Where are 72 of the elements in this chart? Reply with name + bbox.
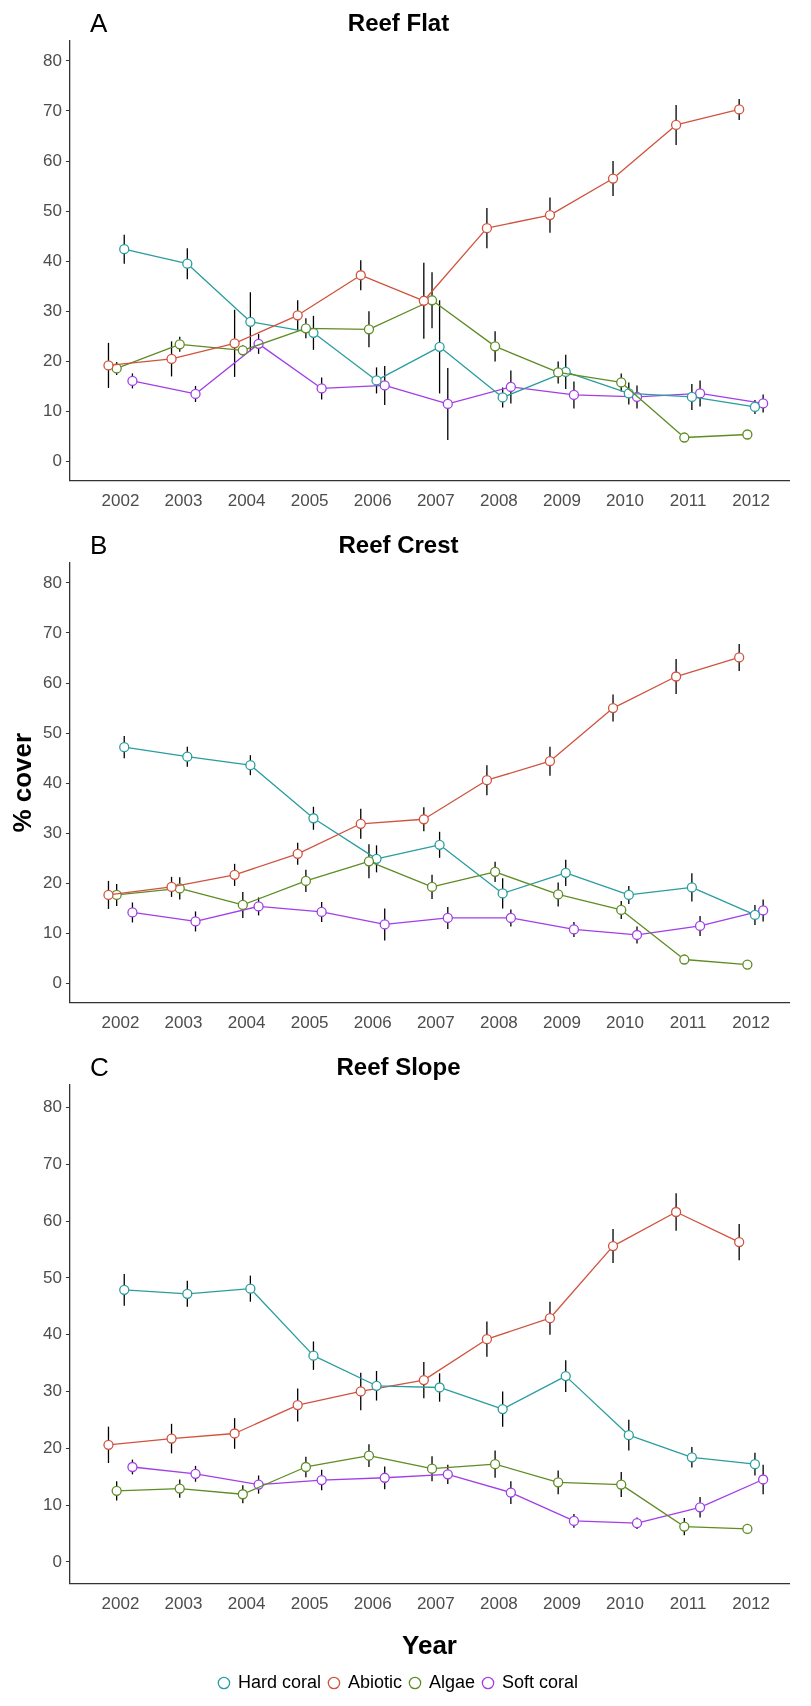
y-tick-label: 50 (43, 200, 62, 220)
chart-title: Reef Flat (347, 9, 450, 37)
x-tick-label: 2002 (101, 1594, 140, 1614)
x-tick-label: 2009 (543, 1013, 581, 1033)
x-tick-label: 2002 (101, 491, 140, 511)
y-tick-label: 40 (43, 1324, 62, 1344)
x-tick-label: 2002 (101, 1013, 140, 1033)
y-tick-label: 80 (43, 50, 62, 70)
x-tick-label: 2010 (606, 1013, 644, 1033)
x-tick-label: 2008 (479, 1594, 518, 1614)
x-tick-label: 2005 (290, 1013, 329, 1033)
y-tick-label: 60 (43, 150, 62, 170)
y-tick-label: 20 (43, 873, 62, 893)
x-tick-label: 2006 (353, 1594, 392, 1614)
x-tick-label: 2005 (290, 491, 329, 511)
y-tick-label: 70 (43, 622, 62, 642)
x-tick-label: 2007 (416, 1013, 455, 1033)
x-tick-label: 2006 (353, 1013, 392, 1033)
x-tick-label: 2004 (227, 491, 266, 511)
y-tick-label: 50 (43, 722, 62, 742)
legend-label: Algae (428, 1671, 476, 1692)
legend-label: Hard coral (237, 1671, 321, 1692)
y-tick-label: 60 (43, 672, 62, 692)
y-tick-label: 0 (52, 451, 62, 471)
x-tick-label: 2009 (543, 491, 581, 511)
y-tick-label: 0 (52, 1551, 62, 1571)
y-tick-label: 40 (43, 250, 62, 270)
chart-title: Reef Crest (338, 531, 459, 559)
x-tick-label: 2011 (669, 1013, 707, 1033)
y-tick-label: 50 (43, 1267, 62, 1287)
text: A (90, 8, 108, 39)
y-axis-title: % cover (6, 732, 37, 833)
x-tick-label: 2004 (227, 1594, 266, 1614)
x-tick-label: 2009 (543, 1594, 581, 1614)
x-tick-label: 2003 (164, 1013, 203, 1033)
x-tick-label: 2010 (606, 491, 644, 511)
y-tick-label: 30 (43, 300, 62, 320)
y-tick-label: 10 (43, 923, 62, 943)
x-axis-title: Year (402, 1629, 457, 1660)
chart-title: Reef Slope (336, 1053, 461, 1081)
x-tick-label: 2005 (290, 1594, 329, 1614)
x-tick-label: 2004 (227, 1013, 266, 1033)
x-tick-label: 2011 (669, 491, 707, 511)
x-tick-label: 2007 (416, 1594, 455, 1614)
y-tick-label: 10 (43, 1494, 62, 1514)
x-tick-label: 2012 (732, 1013, 771, 1033)
x-tick-label: 2003 (164, 1594, 203, 1614)
legend-label: Soft coral (502, 1671, 579, 1692)
x-tick-label: 2012 (732, 1594, 771, 1614)
y-tick-label: 30 (43, 1381, 62, 1401)
x-tick-label: 2007 (416, 491, 455, 511)
text: C (90, 1052, 109, 1083)
x-tick-label: 2008 (479, 1013, 518, 1033)
y-tick-label: 70 (43, 1153, 62, 1173)
text: B (90, 530, 108, 561)
x-tick-label: 2012 (732, 491, 771, 511)
x-tick-label: 2011 (669, 1594, 707, 1614)
y-tick-label: 20 (43, 1437, 62, 1457)
legend-label: Abiotic (347, 1671, 402, 1692)
y-tick-label: 30 (43, 822, 62, 842)
y-tick-label: 0 (52, 973, 62, 993)
x-tick-label: 2006 (353, 491, 392, 511)
y-tick-label: 80 (43, 1097, 62, 1117)
y-tick-label: 70 (43, 100, 62, 120)
y-tick-label: 10 (43, 401, 62, 421)
y-tick-label: 60 (43, 1210, 62, 1230)
x-tick-label: 2008 (479, 491, 518, 511)
x-tick-label: 2010 (606, 1594, 644, 1614)
x-tick-label: 2003 (164, 491, 203, 511)
y-tick-label: 40 (43, 772, 62, 792)
y-tick-label: 20 (43, 351, 62, 371)
y-tick-label: 80 (43, 572, 62, 592)
